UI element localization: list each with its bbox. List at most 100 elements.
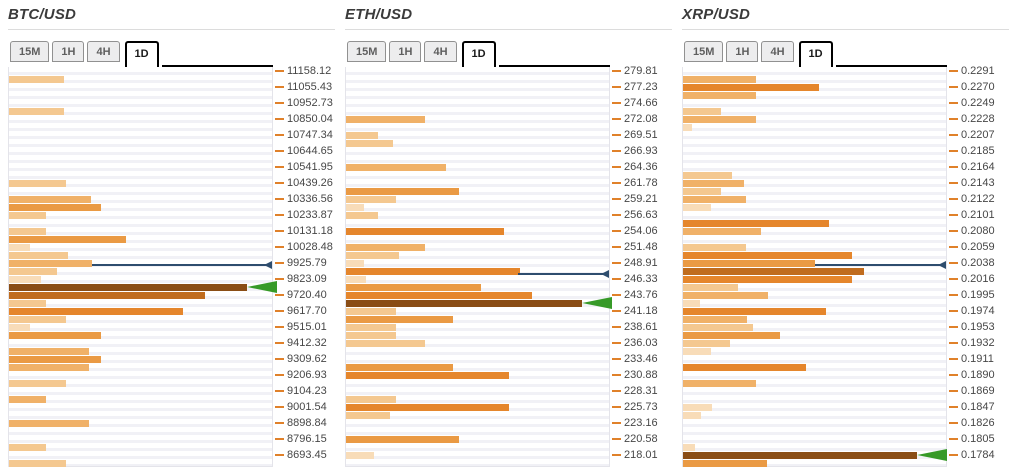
pair-title: ETH/USD: [345, 6, 413, 23]
price-tick: [612, 86, 621, 88]
volume-bar: [346, 339, 425, 347]
price-label: 0.2059: [961, 241, 995, 253]
price-label: 10233.87: [287, 209, 333, 221]
price-label: 8693.45: [287, 449, 327, 461]
price-tick: [949, 86, 958, 88]
volume-bar: [9, 379, 66, 387]
price-tick: [275, 374, 284, 376]
tab-4h[interactable]: 4H: [424, 41, 457, 62]
price-tick: [275, 454, 284, 456]
price-label: 10952.73: [287, 97, 333, 109]
volume-bar: [683, 227, 761, 235]
volume-bar: [9, 75, 65, 83]
volume-bar: [683, 403, 713, 411]
poc-arrow-icon: [582, 296, 613, 309]
price-label: 9206.93: [287, 369, 327, 381]
tab-15m[interactable]: 15M: [684, 41, 724, 62]
price-tick: [275, 342, 284, 344]
price-tick: [949, 230, 958, 232]
price-label: 0.1953: [961, 321, 995, 333]
volume-bar: [346, 323, 396, 331]
volume-bar: [683, 315, 748, 323]
volume-bar: [346, 187, 460, 195]
volume-bar: [346, 331, 396, 339]
price-label: 0.1847: [961, 401, 995, 413]
price-tick: [612, 182, 621, 184]
tab-1d[interactable]: 1D: [461, 41, 496, 67]
volume-bar: [346, 435, 460, 443]
price-tick: [275, 214, 284, 216]
price-label: 254.06: [624, 225, 658, 237]
volume-bar: [346, 403, 510, 411]
panel-btc-usd: BTC/USD 15M 1H 4H 1D 11158.12 11055.43 10952.…: [8, 6, 335, 468]
price-label: 261.78: [624, 177, 658, 189]
panel-xrp-usd: XRP/USD 15M 1H 4H 1D 0.2291 0.2270 0.2249 0.22…: [682, 6, 1009, 468]
price-axis: 279.81 277.23 274.66 272.08 269.51 266.93 264.…: [610, 65, 672, 467]
volume-bar: [9, 331, 102, 339]
price-tick: [275, 294, 284, 296]
price-tick: [949, 294, 958, 296]
volume-bar: [683, 307, 827, 315]
volume-bar: [683, 411, 701, 419]
volume-bar: [9, 443, 46, 451]
price-label: 230.88: [624, 369, 658, 381]
price-label: 9104.23: [287, 385, 327, 397]
volume-bar: [9, 459, 66, 467]
tab-1h[interactable]: 1H: [389, 41, 422, 62]
price-tick: [275, 326, 284, 328]
volume-bar: [346, 211, 378, 219]
price-label: 236.03: [624, 337, 658, 349]
price-label: 10541.95: [287, 161, 333, 173]
volume-bar: [9, 419, 90, 427]
price-label: 0.2101: [961, 209, 995, 221]
title-rule: [8, 29, 335, 30]
price-tick: [612, 102, 621, 104]
volume-bar: [683, 83, 820, 91]
price-label: 225.73: [624, 401, 658, 413]
tab-15m[interactable]: 15M: [347, 41, 387, 62]
price-label: 251.48: [624, 241, 658, 253]
poc-arrow-icon: [247, 280, 277, 293]
tab-1d[interactable]: 1D: [124, 41, 159, 67]
chart-wrap: 279.81 277.23 274.66 272.08 269.51 266.93 264.…: [345, 65, 672, 468]
tab-4h[interactable]: 4H: [761, 41, 794, 62]
price-tick: [612, 70, 621, 72]
pair-title: XRP/USD: [682, 6, 751, 23]
price-tick: [275, 198, 284, 200]
price-label: 0.2143: [961, 177, 995, 189]
tab-15m[interactable]: 15M: [10, 41, 50, 62]
volume-bar: [9, 363, 90, 371]
price-label: 10028.48: [287, 241, 333, 253]
price-label: 9001.54: [287, 401, 327, 413]
price-tick: [612, 390, 621, 392]
current-price-arrow-icon: [601, 270, 609, 279]
volume-bar: [9, 211, 46, 219]
tab-4h[interactable]: 4H: [87, 41, 120, 62]
volume-bar: [683, 267, 865, 275]
tab-1h[interactable]: 1H: [726, 41, 759, 62]
tab-1h[interactable]: 1H: [52, 41, 85, 62]
volume-bar: [683, 219, 830, 227]
price-label: 218.01: [624, 449, 658, 461]
poc-arrow-icon: [916, 448, 947, 461]
price-tick: [949, 246, 958, 248]
volume-bar: [346, 243, 425, 251]
tab-1d[interactable]: 1D: [798, 41, 833, 67]
current-price-line: [814, 264, 946, 267]
chart-wrap: 11158.12 11055.43 10952.73 10850.04 10747.34…: [8, 65, 335, 468]
price-label: 10336.56: [287, 193, 333, 205]
volume-bar: [9, 235, 127, 243]
price-tick: [612, 374, 621, 376]
price-label: 0.2080: [961, 225, 995, 237]
current-price-line: [91, 264, 272, 267]
volume-bar: [683, 347, 712, 355]
price-tick: [275, 358, 284, 360]
volume-bar: [346, 315, 454, 323]
current-price-arrow-icon: [264, 261, 272, 270]
price-tick: [275, 246, 284, 248]
volume-bar: [346, 395, 396, 403]
price-label: 0.2016: [961, 273, 995, 285]
price-label: 0.2185: [961, 145, 995, 157]
volume-bar: [9, 243, 31, 251]
